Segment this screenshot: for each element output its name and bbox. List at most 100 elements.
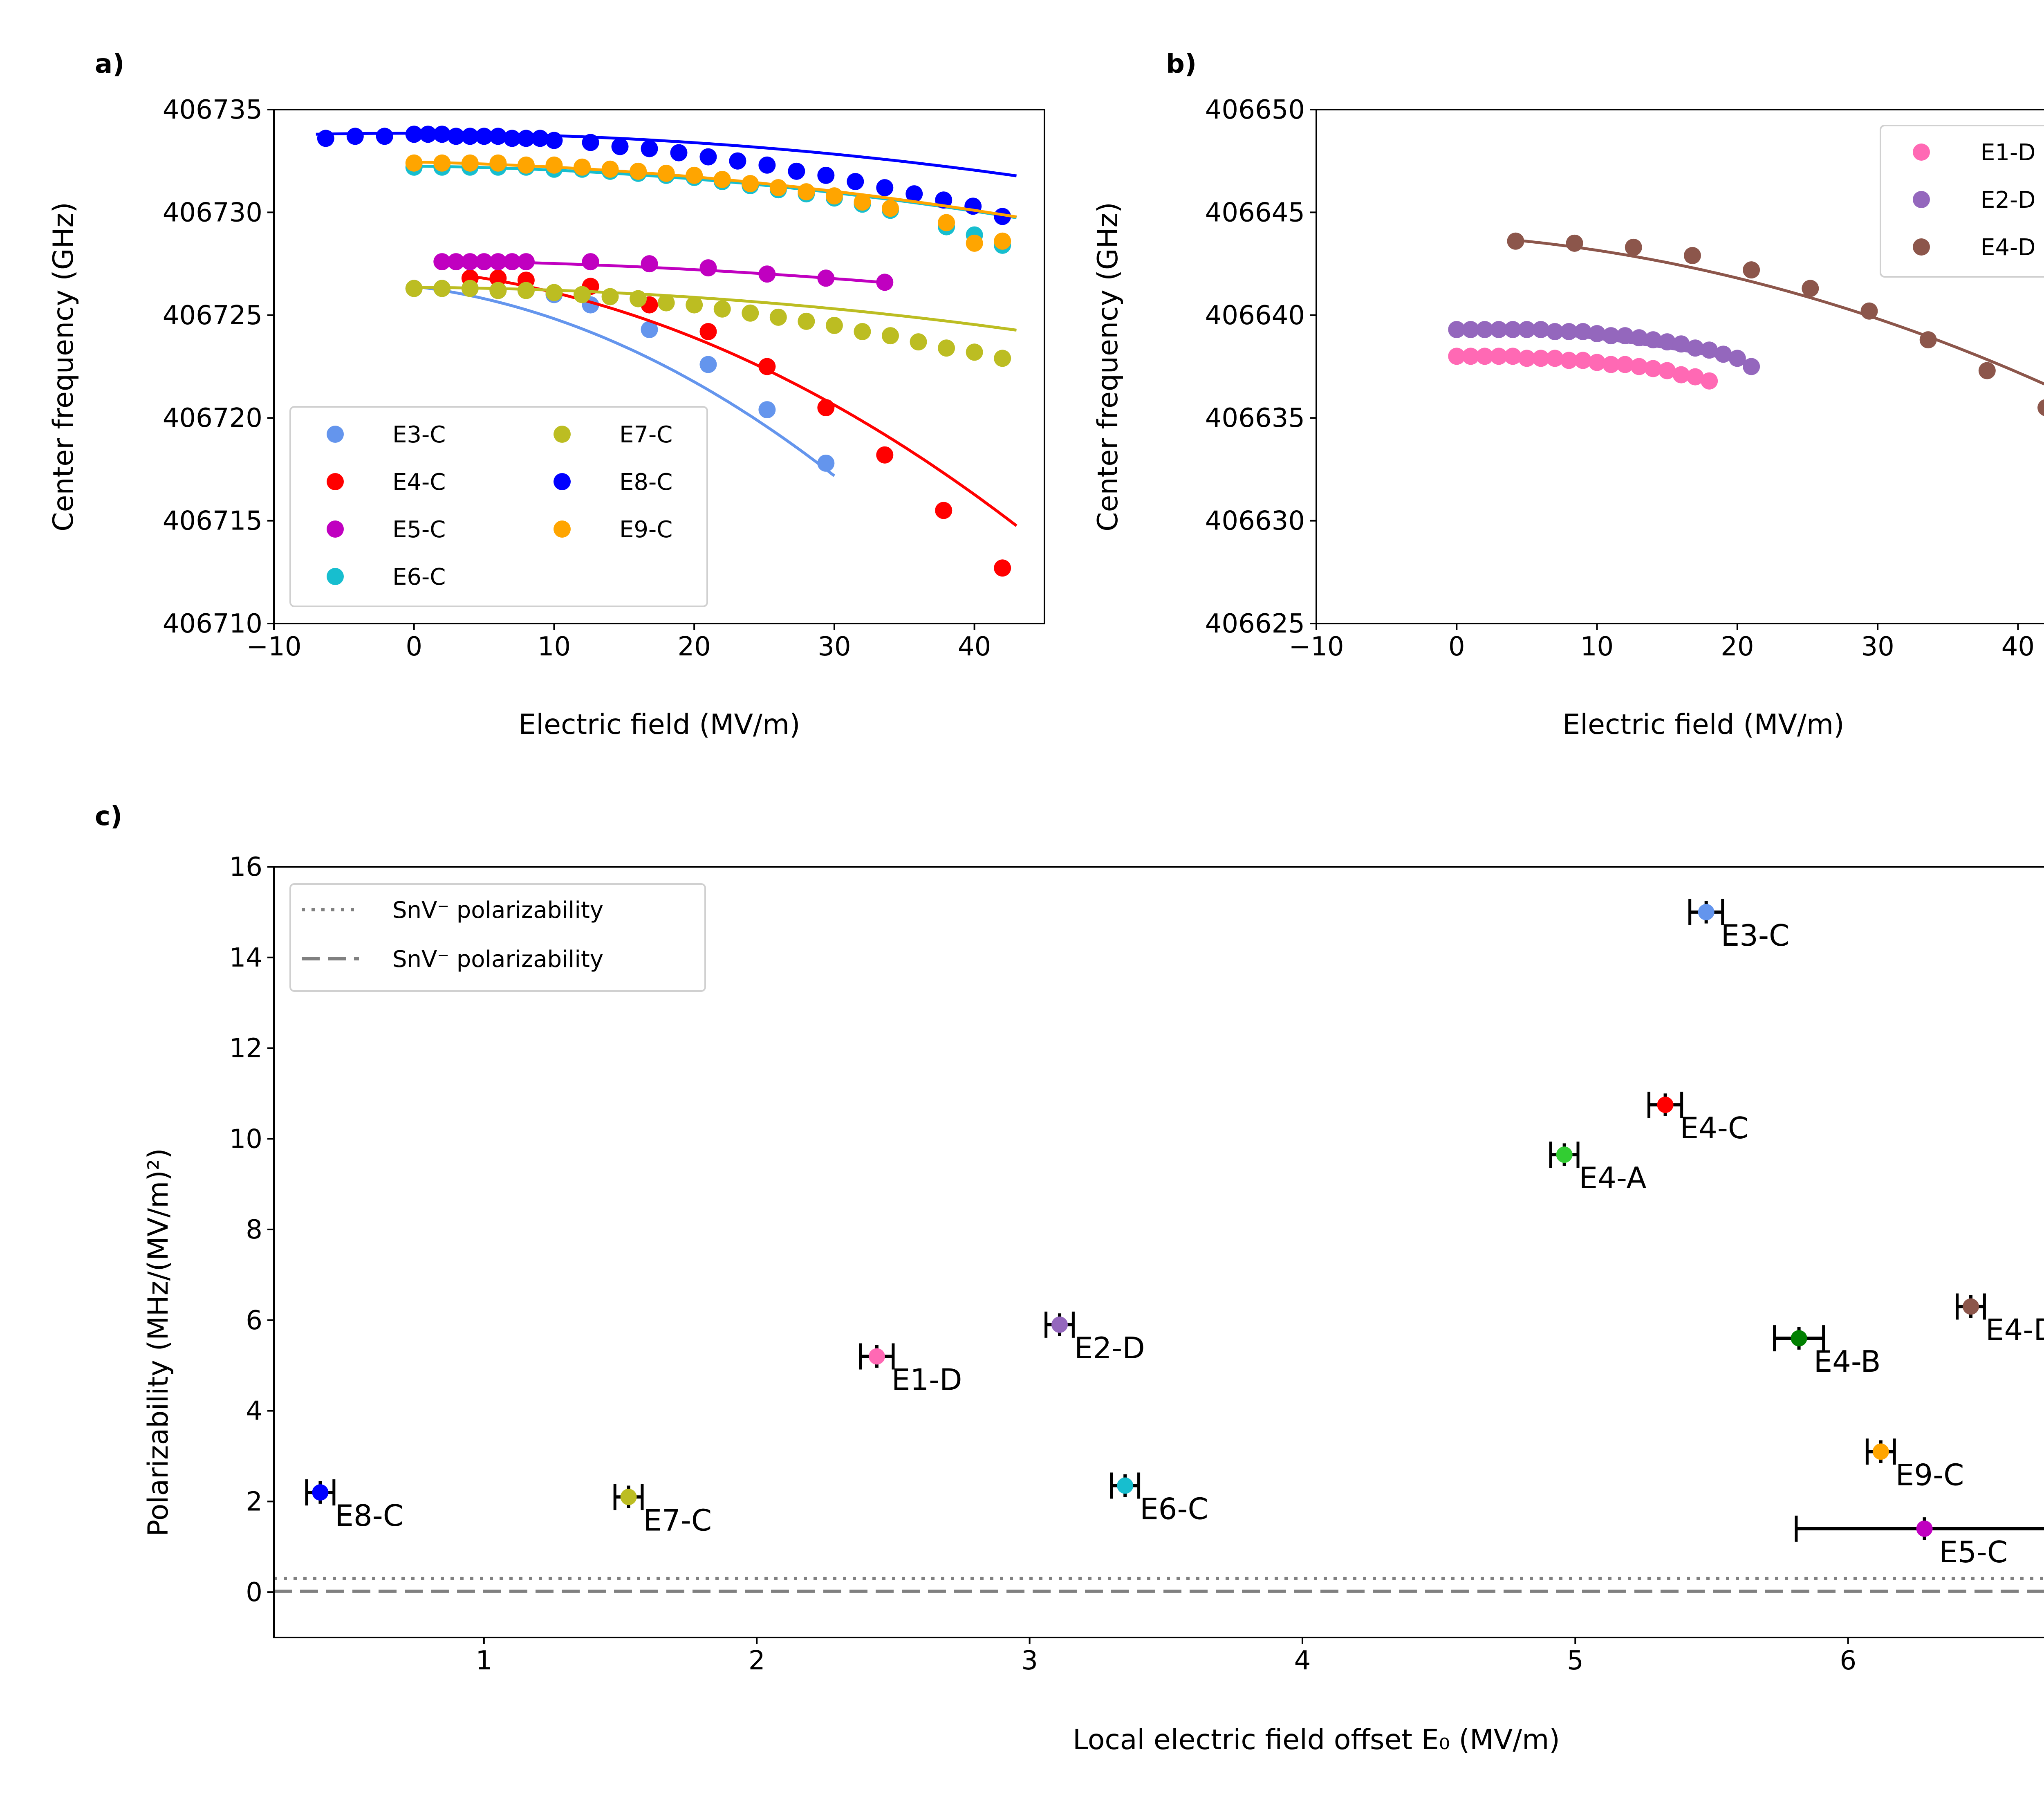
panel-a-x-axis-label: Electric field (MV/m) (518, 709, 800, 741)
data-point-e9-c (433, 154, 451, 172)
data-point-e6-c (1117, 1477, 1134, 1494)
data-point-e1-d (1476, 348, 1493, 365)
data-point-e2-d (1728, 350, 1746, 367)
data-point-e1-d (1602, 356, 1620, 373)
x-tick-label: −10 (1289, 632, 1344, 662)
panel-c: c) E3-CE4-CE4-AE4-DE2-DE4-BE1-DE9-CE6-CE… (95, 801, 2044, 1756)
data-point-e8-c (317, 130, 334, 147)
x-tick-label: 10 (1580, 632, 1614, 662)
data-point-e7-c (489, 282, 507, 299)
data-point-e4-d (2037, 399, 2044, 416)
data-point-e4-c (699, 323, 717, 341)
panel-a-axes: −10 0 10 20 30 40 406710 406715 406720 406725 4067… (163, 95, 1045, 662)
data-point-e1-d (1630, 358, 1648, 375)
data-point-e8-c (847, 173, 864, 190)
data-point-e8-c (545, 132, 563, 149)
y-tick-label: 4 (246, 1396, 262, 1427)
point-e7-c: E7-C (613, 1484, 712, 1537)
data-point-e5-c (641, 255, 658, 273)
data-point-e5-c (475, 253, 493, 271)
data-point-e7-c (994, 350, 1011, 367)
data-point-e8-c (489, 128, 507, 145)
data-point-e4-c (876, 446, 894, 464)
point-label-e9-c: E9-C (1896, 1458, 1964, 1492)
data-point-e8-c (503, 130, 521, 147)
data-point-e4-c (994, 559, 1011, 577)
data-point-e5-c (876, 274, 894, 291)
data-point-e2-d (1051, 1316, 1068, 1333)
data-point-e9-c (742, 175, 759, 193)
series-e8-c (316, 126, 1017, 225)
data-point-e4-d (1566, 234, 1583, 252)
panel-c-legend: SnV⁻ polarizability SnV⁻ polarizability (289, 883, 706, 992)
y-tick-label: 2 (246, 1487, 262, 1517)
data-point-e4-d (1507, 232, 1524, 250)
legend-label-e8-c: E8-C (619, 469, 672, 496)
y-tick-label: 406715 (163, 506, 262, 536)
data-point-e7-c (854, 323, 871, 341)
data-point-e2-d (1462, 321, 1479, 338)
series-e1-d (1448, 348, 1718, 390)
data-point-e8-c (582, 134, 599, 151)
legend-marker-e1-d (1913, 144, 1930, 161)
data-point-e1-d (1448, 348, 1466, 365)
panel-b-x-axis-label: Electric field (MV/m) (1562, 709, 1844, 741)
data-point-e3-c (699, 356, 717, 373)
data-point-e1-d (1546, 350, 1564, 367)
data-point-e3-c (758, 401, 776, 419)
y-tick-label: 406640 (1205, 301, 1305, 331)
data-point-e8-c (376, 128, 393, 145)
data-point-e9-c (489, 154, 507, 172)
data-point-e8-c (905, 185, 923, 203)
data-point-e1-d (1686, 368, 1704, 386)
legend-label-dotted: SnV⁻ polarizability (392, 897, 603, 924)
point-e8-c: E8-C (305, 1479, 403, 1533)
data-point-e2-d (1686, 339, 1704, 357)
data-point-e7-c (825, 316, 843, 334)
data-point-e4-d (1963, 1298, 1979, 1315)
data-point-e8-c (531, 130, 549, 147)
data-point-e2-d (1518, 321, 1535, 338)
y-tick-label: 406710 (163, 609, 262, 639)
data-point-e8-c (346, 128, 364, 145)
point-label-e2-d: E2-D (1074, 1331, 1145, 1365)
data-point-e4-d (1919, 331, 1937, 349)
x-tick-label: 0 (406, 632, 422, 662)
data-point-e9-c (630, 162, 647, 180)
data-point-e8-c (419, 126, 437, 143)
data-point-e9-c (769, 179, 787, 197)
data-point-e2-d (1546, 323, 1564, 341)
data-point-e8-c (670, 144, 688, 162)
data-point-e9-c (545, 156, 563, 174)
legend-label-e4-d: E4-D (1981, 234, 2035, 261)
x-tick-label: 40 (2001, 632, 2035, 662)
data-point-e1-d (1616, 356, 1634, 373)
y-tick-label: 8 (246, 1215, 262, 1245)
legend-label-e7-c: E7-C (619, 422, 672, 448)
legend-label-dashed: SnV⁻ polarizability (392, 946, 603, 973)
y-tick-label: 406730 (163, 197, 262, 228)
data-point-e7-c (433, 280, 451, 297)
data-point-e2-d (1448, 321, 1466, 338)
data-point-e5-c (758, 265, 776, 283)
panel-c-y-axis-label: Polarizability (MHz/(MV/m)²) (142, 1148, 175, 1536)
data-point-e1-d (1672, 366, 1690, 384)
y-tick-label: 12 (229, 1034, 262, 1064)
data-point-e2-d (1476, 321, 1493, 338)
legend-marker-e9-c (554, 520, 571, 538)
data-point-e7-c (938, 339, 955, 357)
data-point-e8-c (758, 156, 776, 174)
data-point-e2-d (1532, 321, 1550, 338)
data-point-e8-c (433, 126, 451, 143)
point-e4-b: E4-B (1773, 1325, 1881, 1379)
panel-b-y-axis-label: Center frequency (GHz) (1092, 202, 1124, 532)
data-point-e9-c (657, 164, 675, 182)
data-point-e7-c (713, 300, 731, 318)
data-point-e4-d (1743, 261, 1760, 279)
x-tick-label: 0 (1448, 632, 1465, 662)
series-e2-d (1448, 321, 1760, 375)
data-point-e4-c (489, 269, 507, 287)
data-point-e1-d (1574, 352, 1592, 369)
y-tick-label: 406725 (163, 301, 262, 331)
